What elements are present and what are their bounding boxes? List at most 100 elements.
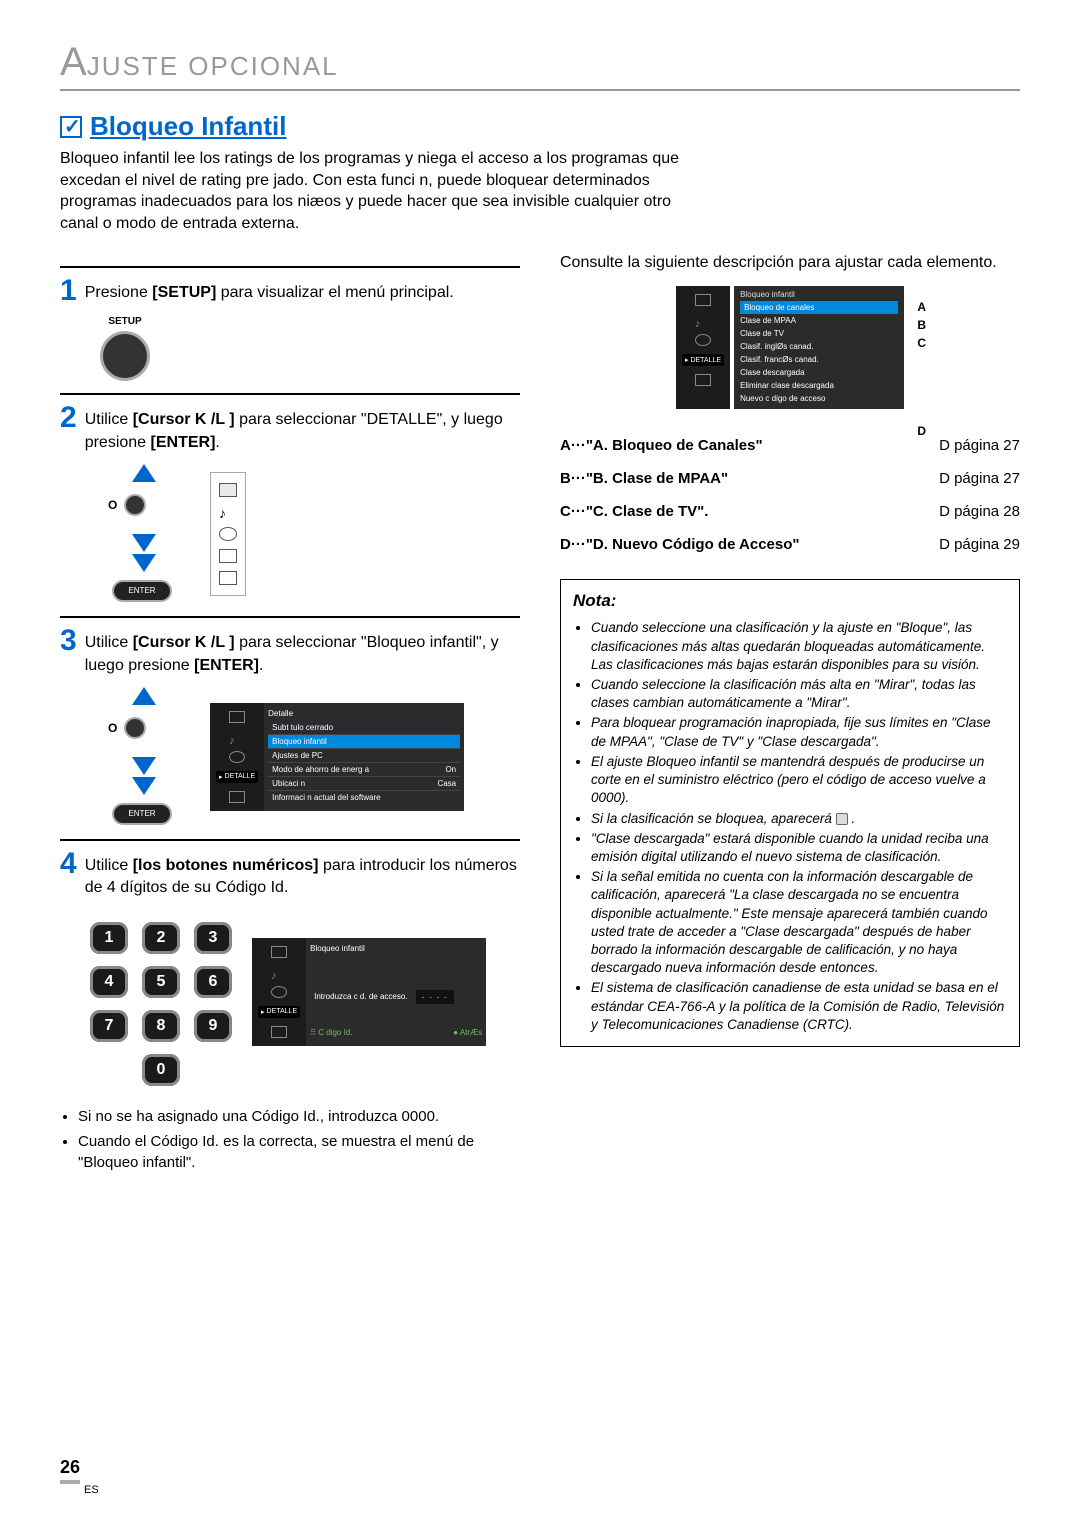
separator xyxy=(60,393,520,395)
menu-title: Detalle xyxy=(268,709,460,718)
left-column: 1 Presione [SETUP] para visualizar el me… xyxy=(60,254,520,1176)
nota-item: Si la clasificación se bloquea, aparecer… xyxy=(591,810,1007,828)
arrow-down-icon xyxy=(132,777,156,795)
settings-icon xyxy=(219,571,237,585)
back-label: ● AtrÆs xyxy=(453,1028,482,1037)
menu-title: Bloqueo infantil xyxy=(740,290,898,299)
center-button-icon xyxy=(124,717,146,739)
lock-icon xyxy=(836,813,848,825)
tv-icon xyxy=(271,946,287,958)
nota-item: El sistema de clasificación canadiense d… xyxy=(591,979,1007,1034)
nota-title: Nota: xyxy=(573,590,1007,613)
menu-row: Ajustes de PC xyxy=(268,749,460,763)
code-entry-screenshot: ▸DETALLE Bloqueo infantil Introduzca c d… xyxy=(252,938,486,1046)
code-dashes: - - - - xyxy=(416,990,455,1004)
nota-item: Si la señal emitida no cuenta con la inf… xyxy=(591,868,1007,977)
setup-button-icon xyxy=(100,331,150,381)
tv-icon xyxy=(219,483,237,497)
key-1: 1 xyxy=(90,922,128,954)
setup-label: SETUP xyxy=(100,316,150,327)
step-num: 3 xyxy=(60,626,77,656)
header-text: JUSTE OPCIONAL xyxy=(87,51,339,81)
menu-row: Clase de TV xyxy=(740,327,898,340)
enter-button-icon: ENTER xyxy=(112,580,172,602)
menu-row: Subt tulo cerrado xyxy=(268,721,460,735)
key-6: 6 xyxy=(194,966,232,998)
columns: 1 Presione [SETUP] para visualizar el me… xyxy=(60,254,1020,1176)
arrow-down-icon xyxy=(132,757,156,775)
step-text: Utilice [los botones numéricos] para int… xyxy=(85,849,520,900)
callout-a: A xyxy=(917,298,926,316)
clock-icon xyxy=(271,986,287,998)
ref-row: B···"B. Clase de MPAA"D página 27 xyxy=(560,462,1020,495)
step-num: 2 xyxy=(60,403,77,433)
right-intro: Consulte la siguiente descripción para a… xyxy=(560,254,1020,272)
menu-row: Bloqueo de canales xyxy=(740,301,898,314)
menu-row: Eliminar clase descargada xyxy=(740,379,898,392)
nota-item: Cuando seleccione la clasificación más a… xyxy=(591,676,1007,712)
sound-icon xyxy=(695,314,711,326)
settings-icon xyxy=(229,791,245,803)
header-letter: A xyxy=(60,40,87,84)
step-text: Utilice [Cursor K /L ] para seleccionar … xyxy=(85,626,520,677)
enter-button-icon: ENTER xyxy=(112,803,172,825)
arrow-up-icon xyxy=(132,687,156,705)
step-text: Presione [SETUP] para visualizar el menú… xyxy=(85,276,454,304)
detalle-tab: ▸DETALLE xyxy=(216,771,258,783)
menu-row: Clasif. francØs canad. xyxy=(740,353,898,366)
step-3-graphic: O ENTER ▸DETALLE Detalle Subt tulo cerra… xyxy=(100,687,520,827)
menu-row: Nuevo c digo de acceso xyxy=(740,392,898,405)
callout-labels: A B C D xyxy=(917,298,926,440)
step-4: 4 Utilice [los botones numéricos] para i… xyxy=(60,849,520,900)
menu-diagram: ▸DETALLE Bloqueo infantil Bloqueo de can… xyxy=(560,286,1020,409)
step-num: 4 xyxy=(60,849,77,879)
nota-item: "Clase descargada" estará disponible cua… xyxy=(591,830,1007,866)
callout-c: C xyxy=(917,334,926,352)
settings-icon xyxy=(271,1026,287,1038)
sound-icon xyxy=(271,966,287,978)
step-2: 2 Utilice [Cursor K /L ] para selecciona… xyxy=(60,403,520,454)
page-number: 26 ES xyxy=(60,1457,99,1496)
separator xyxy=(60,266,520,268)
separator xyxy=(60,616,520,618)
detalle-tab: ▸DETALLE xyxy=(258,1006,300,1018)
menu-row: Clase de MPAA xyxy=(740,314,898,327)
detalle-tab: ▸DETALLE xyxy=(682,354,724,366)
sound-icon xyxy=(229,731,245,743)
dpad-icon: O ENTER xyxy=(100,687,190,827)
clock-icon xyxy=(229,751,245,763)
intro-text: Bloqueo infantil lee los ratings de los … xyxy=(60,148,680,234)
key-9: 9 xyxy=(194,1010,232,1042)
section-title: Bloqueo Infantil xyxy=(60,111,1020,142)
nota-item: El ajuste Bloqueo infantil se mantendrá … xyxy=(591,753,1007,808)
ref-row: D···"D. Nuevo Código de Acceso"D página … xyxy=(560,528,1020,561)
screen-icon xyxy=(219,549,237,563)
menu-row-highlighted: Bloqueo infantil xyxy=(268,735,460,749)
step-text: Utilice [Cursor K /L ] para seleccionar … xyxy=(85,403,520,454)
settings-icon xyxy=(695,374,711,386)
menu-row: Clasif. inglØs canad. xyxy=(740,340,898,353)
numeric-keypad: 1 2 3 4 5 6 7 8 9 0 xyxy=(90,922,232,1086)
menu-icon-strip xyxy=(210,472,246,596)
nota-item: Cuando seleccione una clasificación y la… xyxy=(591,619,1007,674)
key-2: 2 xyxy=(142,922,180,954)
title-text: Bloqueo Infantil xyxy=(90,111,286,142)
key-7: 7 xyxy=(90,1010,128,1042)
tv-icon xyxy=(229,711,245,723)
note-item: Cuando el Código Id. es la correcta, se … xyxy=(78,1131,520,1173)
key-5: 5 xyxy=(142,966,180,998)
code-prompt: Introduzca c d. de acceso. xyxy=(314,992,407,1001)
dpad-icon: O ENTER xyxy=(100,464,190,604)
key-8: 8 xyxy=(142,1010,180,1042)
page-header: AJUSTE OPCIONAL xyxy=(60,40,1020,91)
arrow-down-icon xyxy=(132,554,156,572)
checkbox-icon xyxy=(60,116,82,138)
key-3: 3 xyxy=(194,922,232,954)
step-2-graphic: O ENTER xyxy=(100,464,520,604)
menu-row: Ubicaci n Casa xyxy=(268,777,460,791)
nota-item: Para bloquear programación inapropiada, … xyxy=(591,714,1007,750)
separator xyxy=(60,839,520,841)
step-4-graphic: 1 2 3 4 5 6 7 8 9 0 xyxy=(60,908,520,1100)
step-3: 3 Utilice [Cursor K /L ] para selecciona… xyxy=(60,626,520,677)
menu-title: Bloqueo infantil xyxy=(310,944,482,953)
